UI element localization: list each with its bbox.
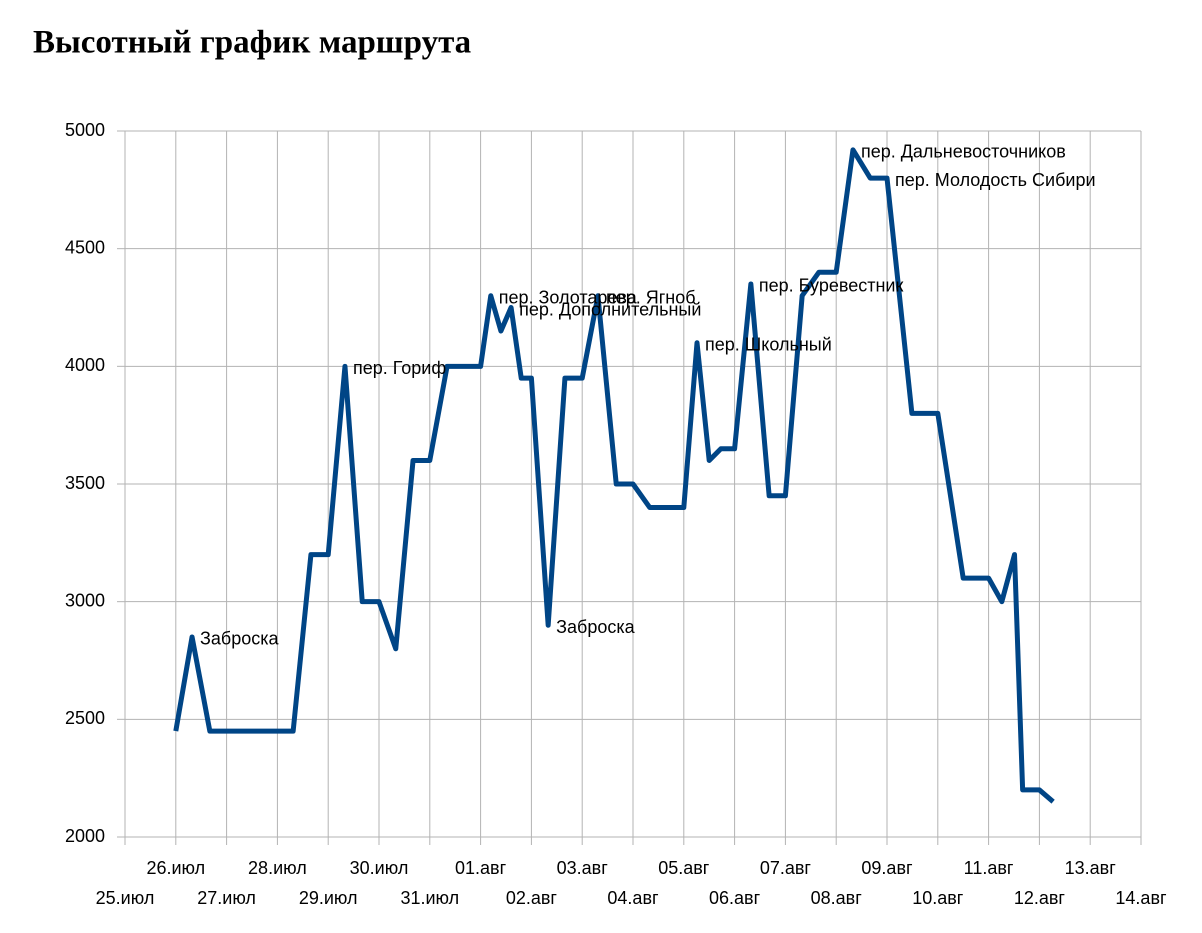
chart-title: Высотный график маршрута [33, 25, 471, 61]
x-tick-label: 04.авг [607, 888, 659, 908]
x-tick-label: 29.июл [299, 888, 358, 908]
y-tick-label: 3000 [65, 590, 105, 610]
x-tick-label: 14.авг [1115, 888, 1167, 908]
x-tick-label: 26.июл [146, 858, 205, 878]
x-tick-label: 30.июл [350, 858, 409, 878]
point-label: пер. Золотарева [499, 287, 638, 307]
x-tick-label: 28.июл [248, 858, 307, 878]
x-tick-label: 13.авг [1065, 858, 1117, 878]
point-label: пер. Ягноб [606, 287, 696, 307]
x-tick-label: 09.авг [861, 858, 913, 878]
x-tick-label: 27.июл [197, 888, 256, 908]
x-tick-label: 11.авг [964, 858, 1014, 878]
x-tick-label: 03.авг [557, 858, 609, 878]
x-tick-label: 01.авг [455, 858, 507, 878]
y-tick-label: 5000 [65, 120, 105, 140]
y-tick-label: 2000 [65, 826, 105, 846]
point-label: пер. Молодость Сибири [895, 170, 1096, 190]
x-tick-label: 02.авг [506, 888, 558, 908]
x-tick-label: 10.авг [912, 888, 964, 908]
x-tick-label: 25.июл [96, 888, 155, 908]
y-tick-label: 4500 [65, 237, 105, 257]
point-label: Заброска [556, 617, 635, 637]
x-tick-label: 12.авг [1014, 888, 1066, 908]
line [173, 147, 1055, 804]
x-tick-label: 08.авг [811, 888, 863, 908]
y-tick-label: 3500 [65, 473, 105, 493]
point-label: Заброска [200, 629, 279, 649]
y-tick-label: 2500 [65, 708, 105, 728]
point-label: пер. Гориф [353, 358, 446, 378]
x-tick-label: 07.авг [760, 858, 812, 878]
x-tick-label: 31.июл [400, 888, 459, 908]
point-label: пер. Школьный [705, 335, 832, 355]
x-tick-label: 05.авг [658, 858, 710, 878]
y-tick-label: 4000 [65, 355, 105, 375]
point-label: пер. Дополнительный [519, 299, 701, 319]
x-tick-label: 06.авг [709, 888, 761, 908]
point-label: пер. Дальневосточников [861, 142, 1066, 162]
point-label: пер. Буревестник [759, 276, 904, 296]
